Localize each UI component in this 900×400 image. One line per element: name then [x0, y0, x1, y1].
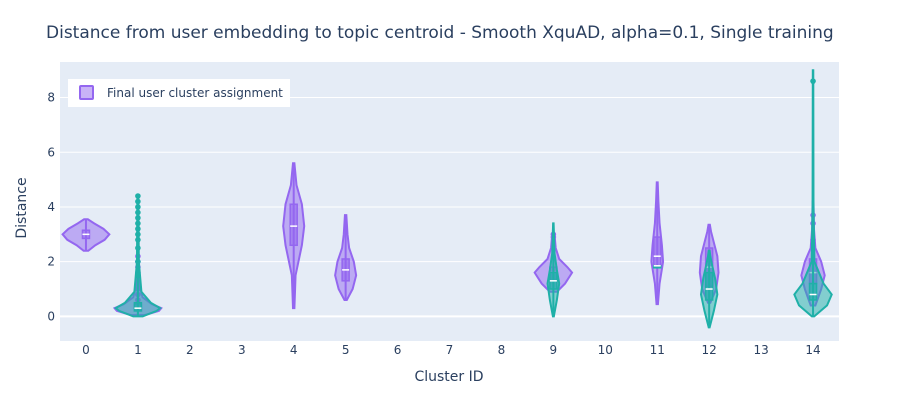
outlier-point: [135, 209, 141, 216]
violin-box: [133, 301, 143, 312]
outlier-point: [135, 231, 141, 238]
outlier-point: [135, 272, 141, 279]
y-tick-label: 6: [47, 145, 55, 159]
x-tick-label: 3: [238, 343, 246, 357]
x-tick-label: 14: [805, 343, 820, 357]
outlier-point: [135, 220, 141, 227]
outlier-point: [135, 193, 141, 199]
outlier-point: [135, 204, 141, 210]
violin-purple-cluster-5: [334, 214, 358, 301]
violin-purple-cluster-0: [61, 218, 111, 252]
violin-box: [704, 271, 714, 301]
x-tick-label: 9: [550, 343, 558, 357]
y-tick-label: 4: [47, 200, 55, 214]
outlier-point: [810, 78, 816, 84]
outlier-point: [135, 226, 141, 232]
violin-box: [289, 203, 298, 247]
x-tick-label: 10: [598, 343, 613, 357]
x-tick-label: 1: [134, 343, 142, 357]
outlier-point: [135, 236, 141, 243]
chart-title: Distance from user embedding to topic ce…: [46, 23, 834, 43]
x-axis-ticks: 0 1 2 3 4 5 6 7 8 9 10 11 12 13 14: [82, 343, 821, 357]
violin-teal-cluster-12: [699, 249, 719, 329]
legend[interactable]: Final user cluster assignment: [68, 79, 290, 107]
legend-swatch-icon: [79, 85, 94, 100]
x-tick-label: 5: [342, 343, 350, 357]
x-tick-label: 2: [186, 343, 194, 357]
y-tick-label: 0: [47, 309, 55, 323]
y-tick-label: 8: [47, 91, 55, 105]
x-tick-label: 13: [753, 343, 768, 357]
violin-box: [652, 236, 662, 268]
x-tick-label: 6: [394, 343, 402, 357]
outlier-point: [135, 215, 141, 221]
x-tick-label: 8: [498, 343, 506, 357]
outlier-point: [135, 198, 141, 205]
violin-purple-cluster-4: [282, 162, 306, 310]
y-axis-ticks: 0 2 4 6 8: [47, 91, 55, 324]
violin-box: [808, 282, 818, 301]
x-tick-label: 7: [446, 343, 454, 357]
outlier-point: [135, 258, 141, 265]
x-tick-label: 0: [82, 343, 90, 357]
violin-teal-cluster-11: [652, 264, 662, 269]
legend-label: Final user cluster assignment: [107, 86, 283, 100]
violin-teal-cluster-1: [113, 193, 162, 318]
outlier-point: [135, 245, 141, 251]
violin-teal-cluster-14: [793, 69, 833, 318]
x-tick-label: 12: [702, 343, 717, 357]
x-tick-label: 11: [650, 343, 665, 357]
violin-purple-cluster-11: [650, 181, 665, 306]
y-tick-label: 2: [47, 255, 55, 269]
violin-teal-cluster-9: [546, 222, 561, 318]
legend-box: [68, 79, 290, 107]
x-axis-title: Cluster ID: [414, 369, 483, 385]
violins: [61, 69, 833, 329]
x-tick-label: 4: [290, 343, 298, 357]
y-axis-title: Distance: [14, 177, 30, 238]
